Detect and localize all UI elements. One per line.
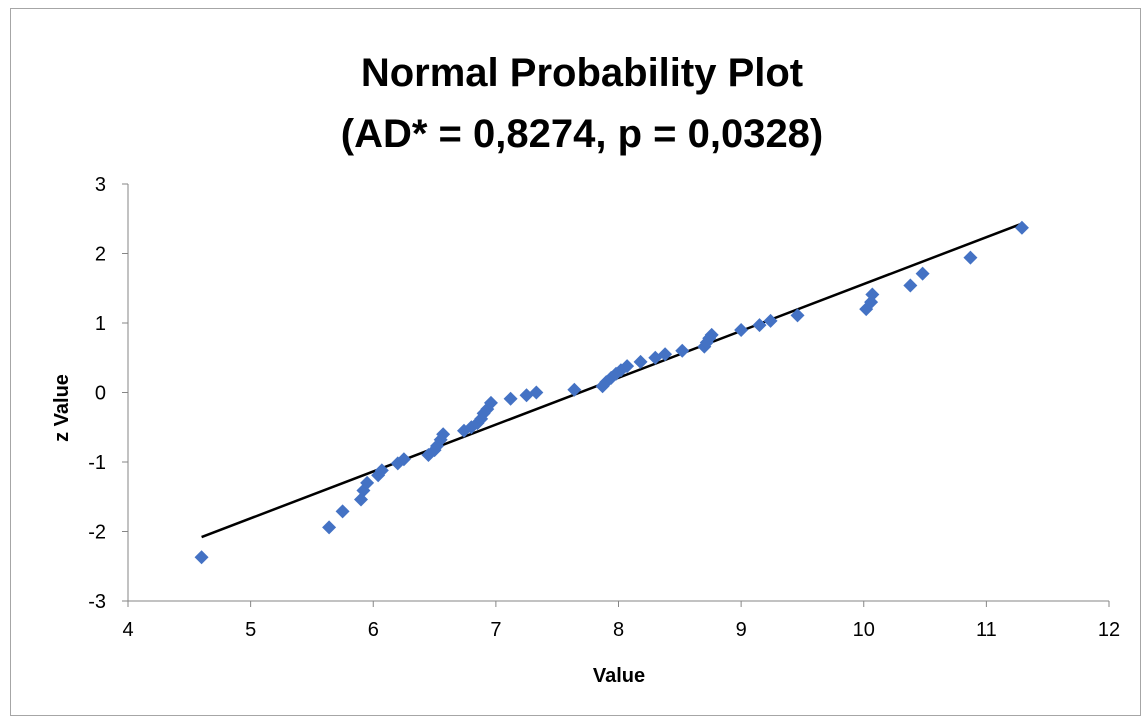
chart-title-line-1: Normal Probability Plot xyxy=(361,51,803,95)
data-point xyxy=(620,359,635,374)
data-point xyxy=(335,504,350,519)
y-tick-label: 0 xyxy=(95,383,106,405)
data-point xyxy=(529,385,544,400)
data-point xyxy=(734,322,749,337)
data-point xyxy=(194,550,209,565)
x-tick-label: 6 xyxy=(368,619,379,641)
data-point xyxy=(567,382,582,397)
data-point xyxy=(752,318,767,333)
x-axis-title: Value xyxy=(593,665,645,687)
data-point xyxy=(483,395,498,410)
x-tick-label: 4 xyxy=(122,619,133,641)
data-point xyxy=(763,313,778,328)
x-tick-label: 8 xyxy=(613,619,624,641)
data-point xyxy=(519,388,534,403)
chart-title: Normal Probability Plot (AD* = 0,8274, p… xyxy=(341,51,824,156)
data-point xyxy=(633,354,648,369)
data-point xyxy=(1014,220,1029,235)
data-point xyxy=(704,327,719,342)
data-point xyxy=(865,287,880,302)
data-point xyxy=(915,266,930,281)
data-point xyxy=(903,278,918,293)
data-points xyxy=(194,220,1029,565)
data-point xyxy=(374,463,389,478)
y-tick-label: -2 xyxy=(88,522,106,544)
chart-title-line-2: (AD* = 0,8274, p = 0,0328) xyxy=(341,112,824,156)
data-point xyxy=(963,250,978,265)
x-tick-label: 7 xyxy=(490,619,501,641)
y-tick-label: 2 xyxy=(95,244,106,266)
data-point xyxy=(322,520,337,535)
y-tick-label: 1 xyxy=(95,313,106,335)
data-point xyxy=(503,391,518,406)
chart-frame: Normal Probability Plot (AD* = 0,8274, p… xyxy=(10,8,1141,716)
normal-probability-chart: Normal Probability Plot (AD* = 0,8274, p… xyxy=(51,51,1120,687)
data-point xyxy=(360,475,375,490)
y-tick-label: -1 xyxy=(88,452,106,474)
y-axis-title: z Value xyxy=(51,374,73,442)
y-tick-label: -3 xyxy=(88,591,106,613)
data-point xyxy=(675,343,690,358)
x-tick-label: 12 xyxy=(1098,619,1120,641)
data-point xyxy=(436,427,451,442)
x-tick-label: 9 xyxy=(736,619,747,641)
data-point xyxy=(396,452,411,467)
data-point xyxy=(790,308,805,323)
data-point xyxy=(658,347,673,362)
x-tick-label: 11 xyxy=(976,619,997,641)
x-tick-label: 5 xyxy=(245,619,256,641)
axes xyxy=(122,183,1110,607)
x-tick-label: 10 xyxy=(853,619,875,641)
y-tick-label: 3 xyxy=(95,174,106,196)
